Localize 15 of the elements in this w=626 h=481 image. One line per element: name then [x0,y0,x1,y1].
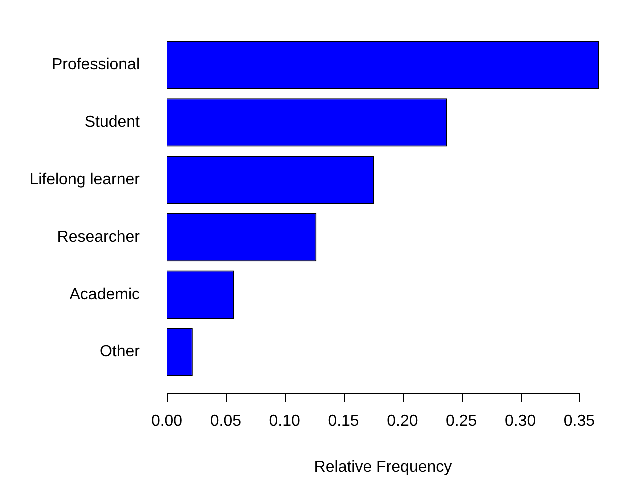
x-tick-label: 0.00 [151,413,183,430]
x-tick-label: 0.30 [504,413,536,430]
x-tick-label: 0.10 [269,413,301,430]
x-tick-label: 0.35 [564,413,596,430]
y-tick-label: Other [100,344,141,361]
x-tick-label: 0.05 [210,413,242,430]
x-tick-label: 0.15 [328,413,360,430]
y-tick-label: Lifelong learner [30,172,141,189]
y-tick-label: Researcher [57,228,141,246]
y-tick-label: Academic [70,286,140,304]
x-axis-title: Relative Frequency [314,458,452,476]
y-tick-label: Student [84,114,141,132]
x-tick-label: 0.25 [446,413,478,430]
y-tick-label: Professional [52,56,140,74]
x-tick-label: 0.20 [387,413,418,430]
